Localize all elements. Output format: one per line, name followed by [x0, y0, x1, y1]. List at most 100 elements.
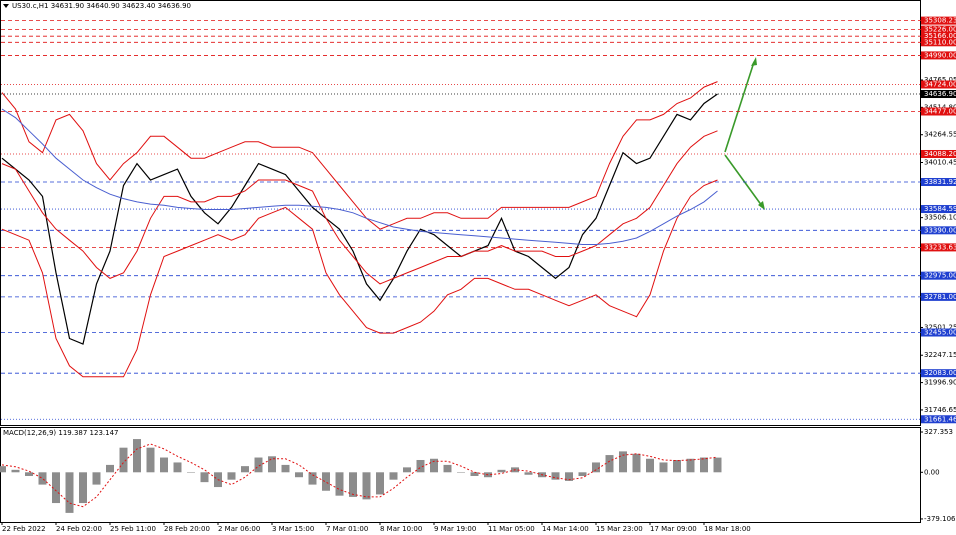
level-box — [921, 205, 956, 214]
level-box — [921, 80, 956, 89]
x-tick-label: 14 Mar 14:00 — [542, 525, 589, 533]
level-box — [921, 149, 956, 158]
x-tick-label: 8 Mar 10:00 — [380, 525, 422, 533]
chart-title: US30.c,H1 34631.90 34640.90 34623.40 346… — [12, 2, 191, 10]
arrow-down — [724, 154, 763, 207]
level-label: 32455.00 — [924, 329, 956, 337]
macd-bar — [565, 472, 573, 481]
x-tick-label: 2 Mar 06:00 — [218, 525, 260, 533]
level-box — [921, 271, 956, 280]
macd-bar — [673, 459, 681, 473]
level-label: 33584.59 — [924, 205, 956, 213]
level-label: 35110.00 — [924, 38, 956, 46]
macd-bar — [200, 472, 209, 483]
arrow-head — [758, 201, 765, 210]
level-box — [921, 415, 956, 424]
y-tick-label: 32501.25 — [924, 323, 956, 331]
macd-bar — [160, 457, 168, 473]
menu-icon[interactable] — [3, 4, 9, 8]
level-box — [921, 292, 956, 301]
level-label: 34724.00 — [924, 80, 956, 88]
macd-bar — [497, 469, 506, 473]
x-tick-label: 3 Mar 15:00 — [272, 525, 314, 533]
macd-bar — [146, 447, 155, 473]
level-box — [921, 243, 956, 252]
level-label: 34477.00 — [924, 107, 956, 115]
level-box — [921, 38, 956, 47]
macd-bar — [524, 472, 533, 475]
y-tick-label: 33506.10 — [924, 214, 956, 222]
arrows — [724, 57, 765, 210]
macd-bar — [322, 472, 330, 491]
macd-bar — [0, 466, 6, 473]
x-tick-label: 15 Mar 23:00 — [596, 525, 643, 533]
level-box — [921, 107, 956, 116]
y-tick-label: -379.106 — [924, 515, 956, 523]
macd-bar — [106, 464, 114, 473]
macd-bar — [295, 472, 303, 478]
level-box — [921, 90, 956, 99]
y-tick-label: 32247.15 — [924, 351, 956, 359]
level-label: 31661.46 — [924, 415, 956, 423]
x-tick-label: 18 Mar 18:00 — [704, 525, 751, 533]
macd-bar — [551, 472, 560, 480]
price-line — [1, 179, 718, 378]
level-box — [921, 178, 956, 187]
macd-bar — [65, 472, 74, 513]
macd-bar — [187, 472, 195, 473]
level-label: 34088.20 — [924, 150, 956, 158]
macd-bar — [713, 457, 722, 473]
level-box — [921, 226, 956, 235]
macd-bar — [11, 469, 20, 473]
x-tick-label: 25 Feb 11:00 — [110, 525, 156, 533]
x-tick-label: 11 Mar 05:00 — [488, 525, 535, 533]
macd-bar — [92, 472, 101, 485]
x-tick-label: 17 Mar 09:00 — [650, 525, 697, 533]
level-box — [921, 16, 956, 25]
x-tick-label: 28 Feb 20:00 — [164, 525, 210, 533]
macd-bar — [416, 459, 425, 473]
macd-bar — [52, 472, 60, 504]
price-line — [1, 130, 718, 285]
macd-bar — [254, 457, 263, 473]
level-label: 32975.00 — [924, 272, 956, 280]
y-tick-label: 34264.55 — [924, 131, 956, 139]
macd-bar — [578, 472, 587, 476]
macd-frame — [0, 427, 921, 523]
x-tick-label: 9 Mar 19:00 — [434, 525, 476, 533]
macd-bar — [592, 462, 600, 473]
level-label: 33233.63 — [924, 243, 956, 251]
y-tick-label: 327.353 — [924, 428, 953, 436]
level-label: 35166.00 — [924, 32, 956, 40]
macd-bar — [632, 453, 641, 473]
level-label: 34990.00 — [924, 51, 956, 59]
macd-bar — [362, 472, 371, 500]
level-label: 35226.00 — [924, 26, 956, 34]
x-tick-label: 24 Feb 02:00 — [56, 525, 102, 533]
macd-bar — [389, 472, 398, 480]
level-box — [921, 369, 956, 378]
x-tick-label: 7 Mar 01:00 — [326, 525, 368, 533]
level-label: 34636.90 — [924, 90, 956, 98]
macd-bar — [619, 451, 627, 473]
level-label: 32083.00 — [924, 369, 956, 377]
y-tick-label: 34514.80 — [924, 103, 956, 111]
y-tick-label: 0.00 — [924, 468, 940, 476]
macd-bar — [376, 472, 384, 495]
main-frame — [0, 0, 921, 426]
macd-bar — [119, 447, 128, 473]
level-box — [921, 51, 956, 60]
level-box — [921, 25, 956, 34]
macd-bar — [470, 472, 479, 476]
macd-bar — [25, 472, 33, 476]
macd-bar — [335, 472, 344, 496]
macd-bar — [38, 472, 47, 485]
level-box — [921, 328, 956, 337]
macd-bar — [281, 464, 290, 473]
macd-bar — [133, 439, 141, 473]
macd-bar — [241, 466, 249, 473]
y-tick-label: 34765.05 — [924, 76, 956, 84]
macd-bar — [700, 457, 708, 473]
